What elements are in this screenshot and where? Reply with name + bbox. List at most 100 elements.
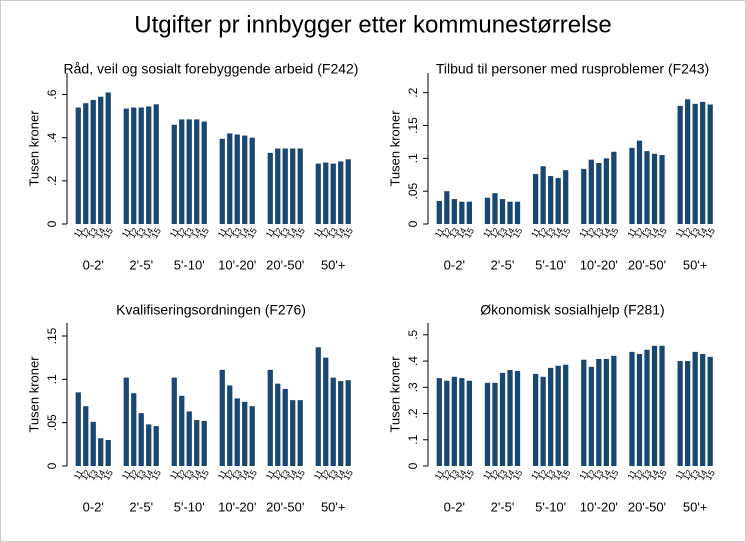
bar bbox=[290, 148, 296, 224]
bar bbox=[611, 355, 617, 466]
bar bbox=[83, 406, 89, 466]
bar-label: 12 bbox=[584, 226, 598, 240]
group-label: 0-2' bbox=[444, 499, 465, 514]
bar bbox=[267, 152, 273, 224]
y-tick-label: .2 bbox=[45, 176, 59, 186]
bar-label: 12 bbox=[319, 226, 333, 240]
bar bbox=[659, 155, 665, 224]
bar-label: 15 bbox=[607, 468, 621, 482]
bar-label: 12 bbox=[633, 468, 647, 482]
bar bbox=[98, 438, 104, 466]
y-axis-label: Tusen kroner bbox=[387, 356, 402, 433]
bar-label: 12 bbox=[319, 468, 333, 482]
bar bbox=[588, 159, 594, 224]
bar bbox=[644, 349, 650, 466]
bar bbox=[611, 151, 617, 224]
bar-label: 14 bbox=[286, 468, 300, 482]
bar bbox=[171, 377, 177, 466]
bar-label: 15 bbox=[245, 468, 259, 482]
bar-label: 14 bbox=[648, 226, 662, 240]
bar-label: 13 bbox=[86, 226, 100, 240]
bar bbox=[275, 148, 281, 224]
bar bbox=[444, 191, 450, 224]
bar bbox=[345, 159, 351, 224]
bar bbox=[492, 382, 498, 466]
bar bbox=[345, 380, 351, 466]
bar-label: 14 bbox=[503, 226, 517, 240]
y-tick-label: .2 bbox=[406, 408, 420, 418]
bar-label: 13 bbox=[326, 226, 340, 240]
bar bbox=[436, 378, 442, 466]
group-label: 2'-5' bbox=[129, 257, 153, 272]
bar-label: 11 bbox=[168, 468, 181, 481]
bar-label: 14 bbox=[190, 468, 204, 482]
bar-label: 11 bbox=[577, 468, 590, 481]
bar-label: 12 bbox=[223, 468, 237, 482]
bar-label: 13 bbox=[326, 468, 340, 482]
group-label: 5'-10' bbox=[174, 257, 205, 272]
bar bbox=[603, 358, 609, 466]
bar-label: 14 bbox=[696, 226, 710, 240]
bar-label: 15 bbox=[655, 226, 669, 240]
bar bbox=[533, 174, 539, 224]
bar-label: 12 bbox=[440, 468, 454, 482]
bar bbox=[548, 367, 554, 466]
bar-label: 11 bbox=[120, 468, 133, 481]
group-label: 20'-50' bbox=[266, 499, 304, 514]
bar bbox=[131, 107, 137, 224]
bar bbox=[242, 401, 248, 466]
bar-label: 14 bbox=[696, 468, 710, 482]
bar bbox=[692, 351, 698, 466]
bar bbox=[636, 140, 643, 224]
bar bbox=[315, 347, 321, 466]
bar-label: 14 bbox=[94, 226, 108, 240]
panel-title: Råd, veil og sosialt forebyggende arbeid… bbox=[64, 61, 359, 77]
bar-label: 14 bbox=[648, 468, 662, 482]
bar bbox=[459, 378, 465, 466]
bar bbox=[588, 366, 594, 466]
bar-label: 15 bbox=[655, 468, 669, 482]
bar-label: 13 bbox=[134, 226, 148, 240]
bar bbox=[540, 376, 546, 466]
bar bbox=[629, 351, 635, 466]
bar-label: 14 bbox=[455, 468, 469, 482]
bar bbox=[194, 420, 200, 466]
bar bbox=[707, 104, 713, 224]
bar-label: 15 bbox=[703, 226, 717, 240]
bar bbox=[297, 148, 303, 224]
bar-label: 12 bbox=[175, 226, 189, 240]
bar-label: 11 bbox=[72, 468, 85, 481]
bar-label: 14 bbox=[238, 468, 252, 482]
bar-label: 11 bbox=[625, 226, 638, 239]
bar-label: 11 bbox=[529, 468, 542, 481]
bar-label: 12 bbox=[681, 226, 695, 240]
panel-title: Tilbud til personer med rusproblemer (F2… bbox=[436, 61, 709, 77]
y-tick-label: .15 bbox=[45, 327, 59, 344]
bar-label: 13 bbox=[278, 468, 292, 482]
bar-label: 15 bbox=[149, 226, 163, 240]
group-label: 10'-20' bbox=[218, 257, 256, 272]
bar bbox=[596, 358, 602, 466]
bar-label: 11 bbox=[264, 468, 277, 481]
bar bbox=[146, 106, 152, 224]
bar bbox=[596, 162, 602, 224]
y-tick-label: 0 bbox=[406, 462, 420, 469]
bar-label: 12 bbox=[127, 226, 141, 240]
bar bbox=[330, 377, 336, 466]
bar-label: 14 bbox=[599, 226, 613, 240]
bar-label: 12 bbox=[271, 226, 285, 240]
bar-label: 11 bbox=[674, 468, 687, 481]
bar-label: 14 bbox=[334, 226, 348, 240]
y-tick-label: .1 bbox=[45, 374, 59, 384]
bar bbox=[297, 400, 303, 466]
bar-label: 15 bbox=[462, 226, 476, 240]
bar bbox=[153, 426, 159, 466]
bar bbox=[290, 400, 296, 466]
bar bbox=[75, 392, 81, 466]
bar-label: 11 bbox=[216, 226, 229, 239]
bar bbox=[484, 382, 491, 466]
bar-label: 12 bbox=[223, 226, 237, 240]
bar-label: 12 bbox=[536, 468, 550, 482]
bar-label: 14 bbox=[142, 468, 156, 482]
bar bbox=[227, 385, 233, 466]
